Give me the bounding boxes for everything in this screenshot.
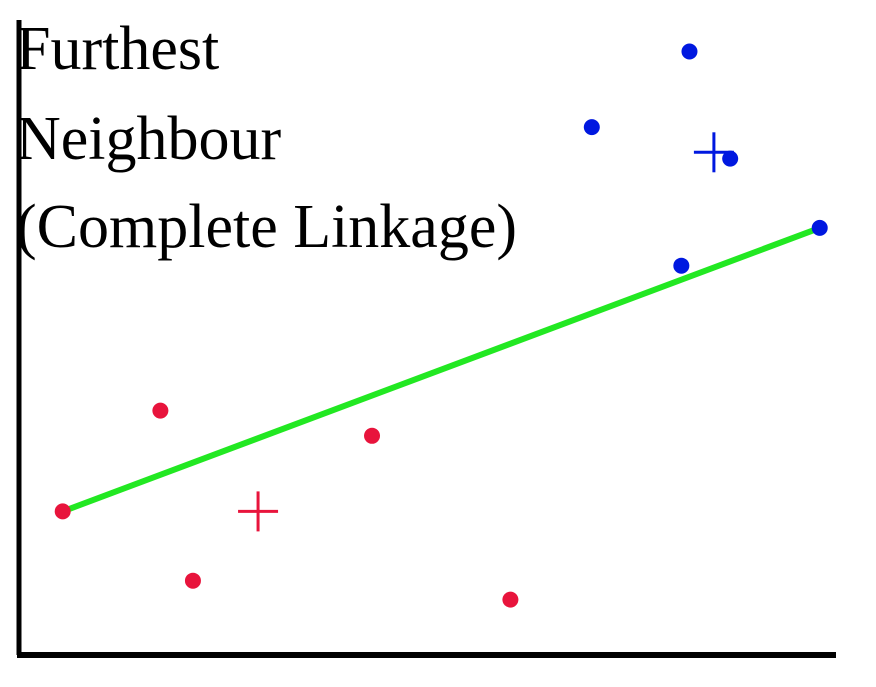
blue-point-2 — [681, 43, 698, 60]
blue-centroid-marker — [693, 132, 734, 173]
title-line-furthest: Furthest — [16, 15, 220, 83]
blue-point-1 — [583, 119, 600, 136]
blue-point-5 — [811, 219, 828, 236]
title-line-complete-linkage: (Complete Linkage) — [16, 193, 517, 261]
blue-point-3 — [722, 150, 739, 167]
points-layer — [54, 43, 828, 608]
red-point-3 — [184, 572, 201, 589]
furthest-link-line — [59, 224, 823, 515]
red-point-1 — [54, 503, 71, 520]
red-point-2 — [152, 402, 169, 419]
title-line-neighbour: Neighbour — [16, 105, 282, 173]
red-centroid-marker — [238, 491, 279, 532]
link-layer — [59, 224, 823, 515]
red-point-4 — [364, 427, 381, 444]
blue-point-4 — [673, 257, 690, 274]
red-point-5 — [502, 591, 519, 608]
